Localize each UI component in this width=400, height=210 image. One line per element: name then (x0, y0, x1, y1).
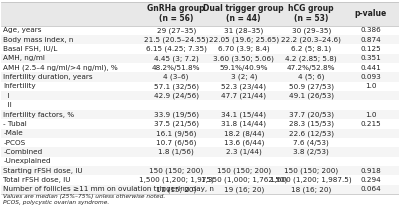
Text: p-value: p-value (355, 9, 387, 18)
Bar (1, 166, 399, 175)
Text: 30 (29–35): 30 (29–35) (292, 27, 331, 34)
Bar (1, 54, 399, 63)
Text: 0.351: 0.351 (360, 55, 381, 61)
Text: 7.6 (4/53): 7.6 (4/53) (293, 139, 329, 146)
Text: - Tubal: - Tubal (3, 121, 27, 127)
Text: 150 (150; 200): 150 (150; 200) (149, 167, 203, 174)
Text: 49.1 (26/53): 49.1 (26/53) (289, 93, 334, 99)
Text: 0.064: 0.064 (360, 186, 381, 192)
Text: 21.5 (20.5–24.55): 21.5 (20.5–24.55) (144, 36, 208, 43)
Text: 50.9 (27/53): 50.9 (27/53) (289, 83, 334, 90)
Text: 31 (28–35): 31 (28–35) (224, 27, 263, 34)
Text: 37.7 (20/53): 37.7 (20/53) (289, 111, 334, 118)
Text: 59.1%/40.9%: 59.1%/40.9% (220, 65, 268, 71)
Text: 57.1 (32/56): 57.1 (32/56) (154, 83, 199, 90)
Text: 31.8 (14/44): 31.8 (14/44) (221, 121, 266, 127)
Text: 19 (16; 20): 19 (16; 20) (224, 186, 264, 193)
Text: 1.0: 1.0 (365, 112, 376, 118)
Bar (1, 129, 399, 138)
Text: -Unexplained: -Unexplained (3, 158, 51, 164)
Text: Values are median (25%–75%) unless otherwise noted.: Values are median (25%–75%) unless other… (3, 194, 166, 199)
Text: 3 (2; 4): 3 (2; 4) (230, 74, 257, 80)
Text: Total rFSH dose, IU: Total rFSH dose, IU (3, 177, 71, 183)
Text: 6.2 (5; 8.1): 6.2 (5; 8.1) (291, 46, 331, 52)
Text: GnRHa group
(n = 56): GnRHa group (n = 56) (147, 4, 205, 23)
Text: PCOS, polycystic ovarian syndrome.: PCOS, polycystic ovarian syndrome. (3, 200, 110, 205)
Text: 47.2%/52.8%: 47.2%/52.8% (287, 65, 336, 71)
Text: Starting rFSH dose, IU: Starting rFSH dose, IU (3, 168, 83, 174)
Text: Body mass index, n: Body mass index, n (3, 37, 74, 43)
Text: 18 (16; 20): 18 (16; 20) (291, 186, 331, 193)
Text: 3.8 (2/53): 3.8 (2/53) (293, 149, 329, 155)
Text: 0.093: 0.093 (360, 74, 381, 80)
Text: 22.05 (19.6; 25.65): 22.05 (19.6; 25.65) (209, 36, 279, 43)
Text: 18.2 (8/44): 18.2 (8/44) (224, 130, 264, 137)
Bar (1, 72, 399, 82)
Text: 22.2 (20.3–24.6): 22.2 (20.3–24.6) (281, 36, 341, 43)
Text: 4.45 (3; 7.2): 4.45 (3; 7.2) (154, 55, 198, 62)
Bar (1, 147, 399, 157)
Text: Number of follicles ≥11 mm on ovulation triggering day, n: Number of follicles ≥11 mm on ovulation … (3, 186, 214, 192)
Text: -Combined: -Combined (3, 149, 43, 155)
Text: 1.0: 1.0 (365, 83, 376, 89)
Text: Infertility factors, %: Infertility factors, % (3, 112, 74, 118)
Text: 13.6 (6/44): 13.6 (6/44) (224, 139, 264, 146)
Text: 48.2%/51.8%: 48.2%/51.8% (152, 65, 200, 71)
Text: 3.60 (3.50; 5.06): 3.60 (3.50; 5.06) (213, 55, 274, 62)
Text: II: II (3, 102, 12, 108)
Text: 0.125: 0.125 (360, 46, 381, 52)
Text: Infertility: Infertility (3, 83, 36, 89)
Text: 2.3 (1/44): 2.3 (1/44) (226, 149, 262, 155)
Text: 22.6 (12/53): 22.6 (12/53) (289, 130, 334, 137)
Bar (1, 91, 399, 101)
Text: 1,350 (1,000; 1,762.50): 1,350 (1,000; 1,762.50) (200, 177, 287, 183)
Text: 6.15 (4.25; 7.35): 6.15 (4.25; 7.35) (146, 46, 207, 52)
Text: 0.386: 0.386 (360, 27, 381, 33)
Bar (1, 2, 399, 26)
Text: 1,500 (1,200; 1,975): 1,500 (1,200; 1,975) (139, 177, 214, 183)
Text: AMH (2.5–4 ng/ml/>4 ng/ml), %: AMH (2.5–4 ng/ml/>4 ng/ml), % (3, 64, 118, 71)
Text: 0.441: 0.441 (360, 65, 381, 71)
Text: Age, years: Age, years (3, 27, 42, 33)
Text: 4 (3–6): 4 (3–6) (164, 74, 189, 80)
Text: 150 (150; 200): 150 (150; 200) (284, 167, 338, 174)
Text: Dual trigger group
(n = 44): Dual trigger group (n = 44) (203, 4, 284, 23)
Text: AMH, ng/ml: AMH, ng/ml (3, 55, 45, 61)
Text: 33.9 (19/56): 33.9 (19/56) (154, 111, 199, 118)
Text: 0.215: 0.215 (360, 121, 381, 127)
Text: 47.7 (21/44): 47.7 (21/44) (221, 93, 266, 99)
Text: 52.3 (23/44): 52.3 (23/44) (221, 83, 266, 90)
Text: 0.874: 0.874 (360, 37, 381, 43)
Text: 0.918: 0.918 (360, 168, 381, 174)
Text: 17 (15; 20): 17 (15; 20) (156, 186, 196, 193)
Text: Basal FSH, IU/L: Basal FSH, IU/L (3, 46, 58, 52)
Text: -PCOS: -PCOS (3, 140, 26, 146)
Text: 4 (5; 6): 4 (5; 6) (298, 74, 324, 80)
Text: 16.1 (9/56): 16.1 (9/56) (156, 130, 196, 137)
Bar (1, 110, 399, 119)
Bar (1, 35, 399, 44)
Text: 28.3 (15/53): 28.3 (15/53) (289, 121, 334, 127)
Text: 42.9 (24/56): 42.9 (24/56) (154, 93, 199, 99)
Text: 10.7 (6/56): 10.7 (6/56) (156, 139, 196, 146)
Text: 1.8 (1/56): 1.8 (1/56) (158, 149, 194, 155)
Text: 0.294: 0.294 (360, 177, 381, 183)
Bar (1, 185, 399, 194)
Text: 150 (150; 200): 150 (150; 200) (217, 167, 271, 174)
Text: 1,600 (1,200; 1,987.5): 1,600 (1,200; 1,987.5) (270, 177, 352, 183)
Text: I: I (3, 93, 10, 99)
Text: 4.2 (2.85; 5.8): 4.2 (2.85; 5.8) (286, 55, 337, 62)
Text: hCG group
(n = 53): hCG group (n = 53) (288, 4, 334, 23)
Text: Infertility duration, years: Infertility duration, years (3, 74, 93, 80)
Text: 6.70 (3.9; 8.4): 6.70 (3.9; 8.4) (218, 46, 270, 52)
Text: 37.5 (21/56): 37.5 (21/56) (154, 121, 199, 127)
Text: 34.1 (15/44): 34.1 (15/44) (221, 111, 266, 118)
Text: -Male: -Male (3, 130, 23, 136)
Text: 29 (27–35): 29 (27–35) (156, 27, 196, 34)
